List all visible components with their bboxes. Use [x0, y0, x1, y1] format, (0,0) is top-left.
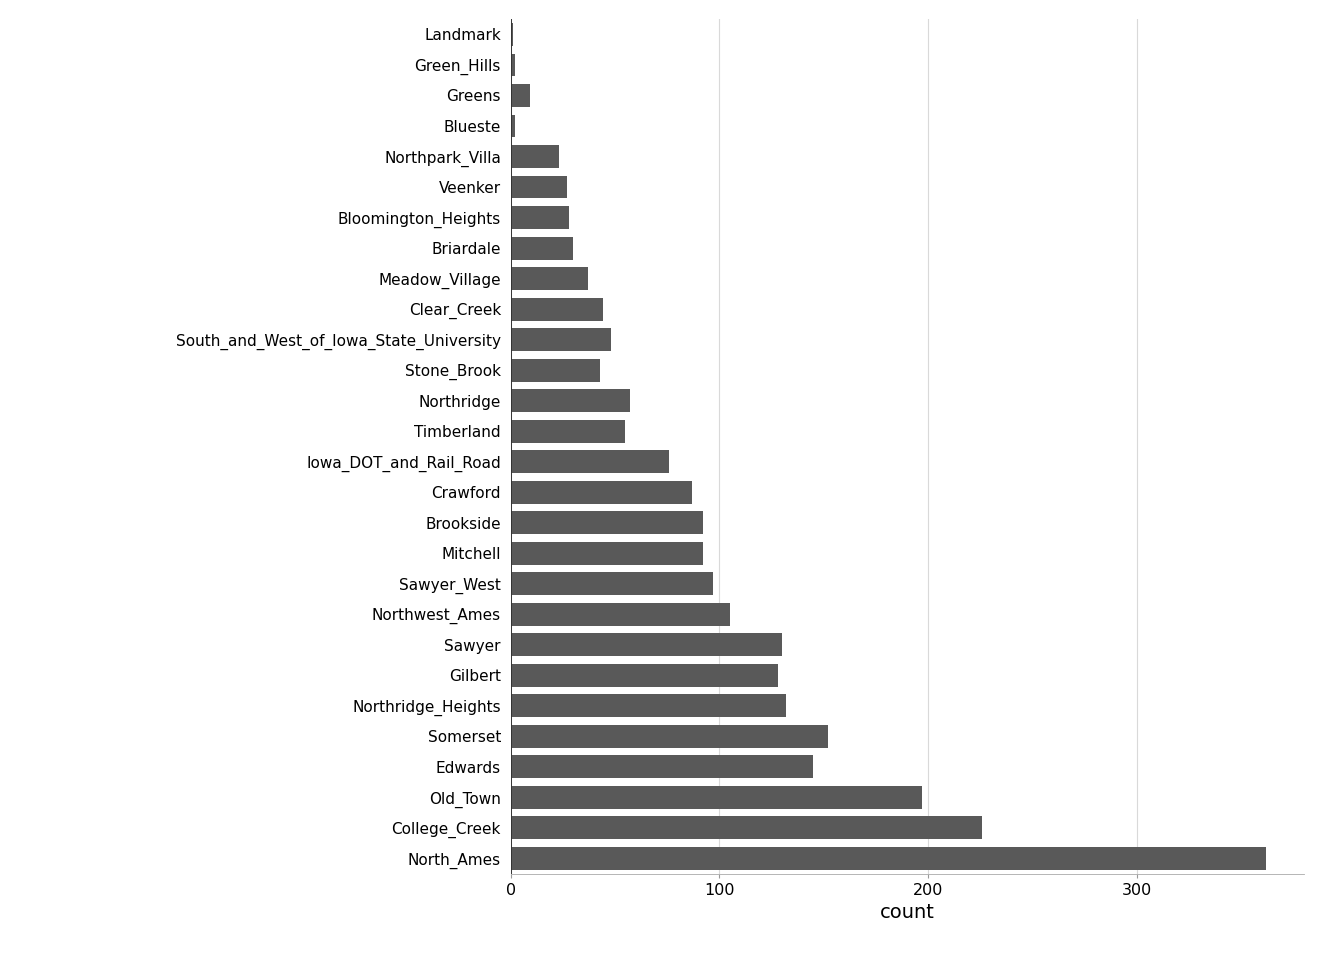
- Bar: [511, 114, 515, 137]
- Bar: [511, 328, 612, 351]
- Bar: [511, 206, 569, 229]
- Bar: [511, 236, 574, 259]
- Bar: [511, 145, 559, 168]
- Bar: [511, 267, 587, 290]
- Bar: [511, 298, 602, 321]
- Bar: [511, 847, 1266, 870]
- Bar: [511, 450, 669, 473]
- Bar: [511, 512, 703, 534]
- Bar: [511, 572, 714, 595]
- Bar: [511, 176, 567, 199]
- Bar: [511, 634, 782, 657]
- Bar: [511, 816, 982, 839]
- Bar: [511, 359, 601, 381]
- Bar: [511, 663, 778, 686]
- Bar: [511, 420, 625, 443]
- Bar: [511, 725, 828, 748]
- Bar: [511, 694, 786, 717]
- Bar: [511, 389, 629, 412]
- Bar: [511, 23, 513, 46]
- Bar: [511, 756, 813, 779]
- Bar: [511, 541, 703, 564]
- Bar: [511, 603, 730, 626]
- Bar: [511, 481, 692, 504]
- Bar: [511, 84, 530, 107]
- X-axis label: count: count: [880, 903, 934, 923]
- Bar: [511, 786, 922, 808]
- Bar: [511, 54, 515, 77]
